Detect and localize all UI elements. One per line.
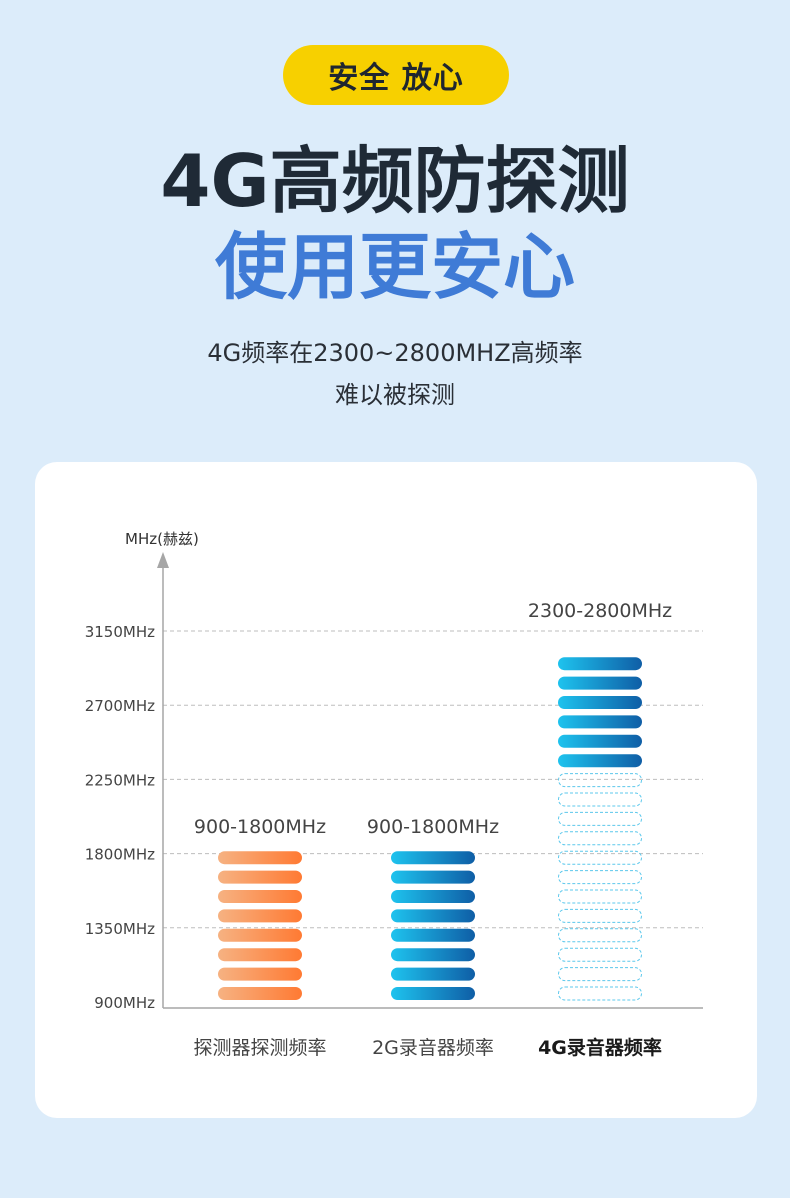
bar-stripe-dashed bbox=[558, 947, 642, 962]
bar-stripe bbox=[558, 734, 642, 748]
bar-stripe bbox=[391, 870, 475, 884]
bar-value-label: 900-1800MHz bbox=[367, 816, 499, 838]
bar-stripe bbox=[218, 890, 302, 903]
y-tick-label: 900MHz bbox=[94, 994, 155, 1012]
y-axis-arrow-icon bbox=[157, 552, 169, 568]
bar-stripe-dashed bbox=[558, 831, 642, 846]
bar-stripe bbox=[391, 890, 475, 903]
bar-stripe bbox=[558, 696, 642, 709]
description-line1: 4G频率在2300~2800MHZ高频率 bbox=[207, 339, 583, 367]
description-line2: 难以被探测 bbox=[335, 381, 455, 409]
x-category-label: 4G录音器频率 bbox=[538, 1036, 662, 1059]
bar-stripe-dashed bbox=[558, 967, 642, 982]
bar-stripe-dashed bbox=[558, 773, 642, 788]
headline-line1: 4G高频防探测 bbox=[160, 139, 630, 223]
badge: 安全 放心 bbox=[283, 45, 509, 105]
bar-stripe bbox=[391, 967, 475, 981]
bar-stripe bbox=[558, 754, 642, 768]
y-tick-label: 2700MHz bbox=[85, 697, 155, 715]
bar-stripe bbox=[391, 851, 475, 865]
bar-stripe-dashed bbox=[558, 811, 642, 826]
bar-stripe bbox=[558, 715, 642, 729]
y-tick-label: 1800MHz bbox=[85, 846, 155, 864]
bar-stripe-dashed bbox=[558, 850, 642, 865]
bar-stripe bbox=[558, 676, 642, 690]
bar-stripe-dashed bbox=[558, 889, 642, 904]
bar-stripe-dashed bbox=[558, 908, 642, 923]
bar-value-label: 900-1800MHz bbox=[194, 816, 326, 838]
bar-stripe bbox=[218, 870, 302, 884]
x-category-label: 2G录音器频率 bbox=[372, 1037, 494, 1059]
bar-stripe bbox=[218, 909, 302, 923]
bar-stripe bbox=[391, 928, 475, 942]
bar-stripe bbox=[218, 948, 302, 962]
headline-line2: 使用更安心 bbox=[214, 225, 575, 309]
bar-value-label: 2300-2800MHz bbox=[528, 600, 672, 622]
bar-stripe bbox=[391, 948, 475, 962]
bar-stripe bbox=[218, 851, 302, 865]
bar-stripe-dashed bbox=[558, 986, 642, 1001]
bar-stripe bbox=[558, 657, 642, 671]
y-tick-label: 2250MHz bbox=[85, 771, 155, 789]
y-tick-label: 3150MHz bbox=[85, 623, 155, 641]
bar-stripe bbox=[391, 909, 475, 923]
frequency-chart: MHz(赫兹) 900MHz 1350MHz 1800MHz 2250MHz 2700M… bbox=[85, 530, 703, 1059]
bar-stripe bbox=[218, 928, 302, 942]
bar-stripe bbox=[218, 987, 302, 1000]
y-tick-label: 1350MHz bbox=[85, 920, 155, 938]
y-axis-label: MHz(赫兹) bbox=[125, 530, 199, 548]
bar-stripe bbox=[218, 967, 302, 981]
bar-stripe-dashed bbox=[558, 792, 642, 807]
bar-stripe-dashed bbox=[558, 928, 642, 943]
bar-stripe-dashed bbox=[558, 870, 642, 885]
bar-stripe bbox=[391, 987, 475, 1000]
x-category-label: 探测器探测频率 bbox=[193, 1037, 326, 1059]
chart-card: MHz(赫兹) 900MHz 1350MHz 1800MHz 2250MHz 2700M… bbox=[35, 462, 757, 1118]
